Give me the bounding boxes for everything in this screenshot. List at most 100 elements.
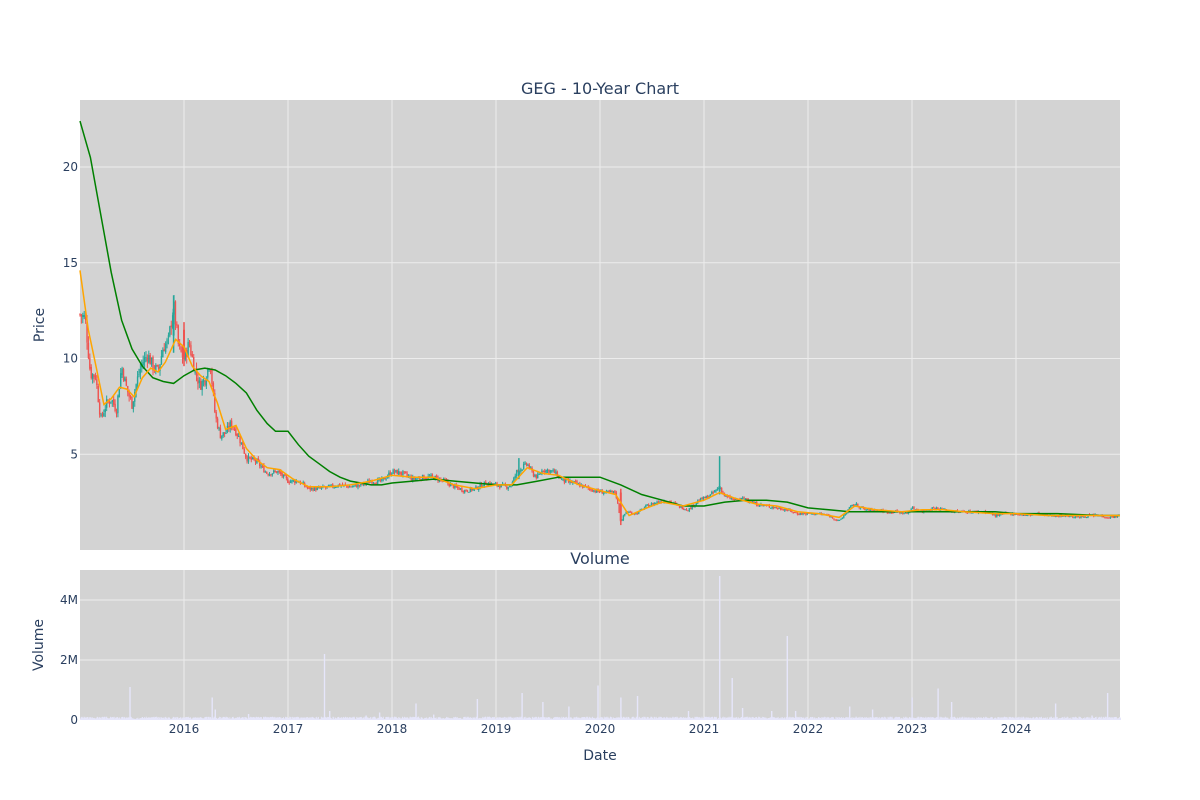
candle-body [588, 488, 591, 490]
volume-bar [991, 717, 993, 720]
volume-bar [464, 716, 466, 720]
volume-bar [223, 717, 225, 720]
candle-body [852, 505, 855, 507]
candle-body [1104, 517, 1106, 519]
candle-body [838, 519, 841, 521]
volume-bar [1115, 716, 1117, 720]
volume-spike-bar [741, 708, 744, 720]
volume-bar [175, 717, 177, 720]
candle-body [560, 478, 563, 480]
candle-body [430, 474, 432, 477]
candle-body [830, 516, 832, 518]
candle-body [239, 437, 241, 444]
candle-body [730, 498, 733, 500]
volume-bar [159, 717, 161, 720]
volume-bar [153, 716, 155, 720]
candle-body [452, 484, 455, 489]
volume-bar [98, 717, 100, 720]
candle-body [108, 401, 111, 404]
volume-bar [1038, 717, 1040, 720]
candle-body [520, 469, 522, 472]
volume-bar [1056, 717, 1058, 720]
candle-body [538, 473, 540, 475]
volume-bar [579, 717, 581, 720]
volume-bar [229, 717, 231, 720]
x-tick-label: 2018 [377, 722, 408, 736]
candle-body [1015, 513, 1018, 515]
volume-bar [832, 717, 834, 720]
candle-body [1081, 515, 1084, 518]
candle-body [89, 357, 91, 369]
candle-body [494, 483, 497, 485]
volume-bar [1100, 716, 1102, 720]
candle-body [513, 477, 515, 483]
volume-bar [162, 717, 164, 720]
candle-body [524, 462, 526, 464]
candle-body [1069, 516, 1071, 518]
volume-bar [787, 716, 789, 720]
volume-bar [411, 717, 413, 720]
volume-bar [943, 717, 945, 720]
volume-bar [354, 717, 356, 720]
volume-bar [820, 717, 822, 720]
candle-body [610, 491, 612, 493]
volume-spike-bar [1054, 703, 1057, 720]
candle-body [678, 504, 681, 508]
candle-body [117, 395, 119, 413]
candle-body [899, 511, 901, 514]
candle-body [97, 386, 99, 403]
candle-body [124, 377, 126, 382]
volume-bar [326, 717, 328, 720]
candle-body [111, 400, 113, 402]
volume-bar [107, 717, 109, 720]
volume-bar [288, 717, 290, 720]
volume-bar [165, 716, 167, 720]
volume-bar [316, 716, 318, 720]
volume-bar [309, 718, 311, 720]
volume-bar [1027, 717, 1029, 720]
volume-bar [827, 716, 829, 720]
volume-bar [828, 717, 830, 720]
candle-body [104, 408, 106, 413]
volume-bar [966, 718, 968, 720]
volume-bar [777, 716, 779, 720]
volume-bar [310, 717, 312, 720]
candle-body [385, 478, 387, 480]
candle-body [150, 357, 153, 365]
candle-body [855, 503, 858, 505]
candle-body [857, 503, 859, 507]
volume-bar [240, 717, 242, 720]
candle-body [872, 510, 874, 512]
volume-bar [406, 716, 408, 720]
volume-bar [311, 716, 313, 720]
candle-body [264, 471, 267, 473]
candle-body [715, 489, 717, 492]
volume-axis-title: Volume [31, 619, 47, 671]
volume-bar [1096, 716, 1098, 720]
candle-body [282, 474, 285, 477]
candle-body [706, 495, 709, 499]
volume-bar [1021, 716, 1023, 720]
candle-body [101, 413, 104, 416]
volume-bar [947, 717, 949, 720]
candle-body [868, 508, 870, 511]
candle-body [381, 478, 383, 481]
candle-body [779, 507, 782, 510]
candle-body [351, 486, 354, 488]
volume-bar [492, 717, 494, 720]
volume-bar [117, 717, 119, 720]
candle-body [317, 487, 320, 489]
volume-bar [970, 718, 972, 720]
volume-bar [846, 717, 848, 720]
volume-spike-bar [129, 687, 131, 720]
candle-body [229, 421, 231, 430]
x-tick-label: 2024 [1001, 722, 1032, 736]
volume-bar [708, 717, 710, 720]
volume-bar [539, 717, 541, 720]
candle-body [754, 502, 757, 504]
candle-body [593, 490, 595, 492]
volume-bar [918, 716, 920, 720]
candle-body [565, 479, 567, 483]
candle-body [169, 326, 171, 336]
